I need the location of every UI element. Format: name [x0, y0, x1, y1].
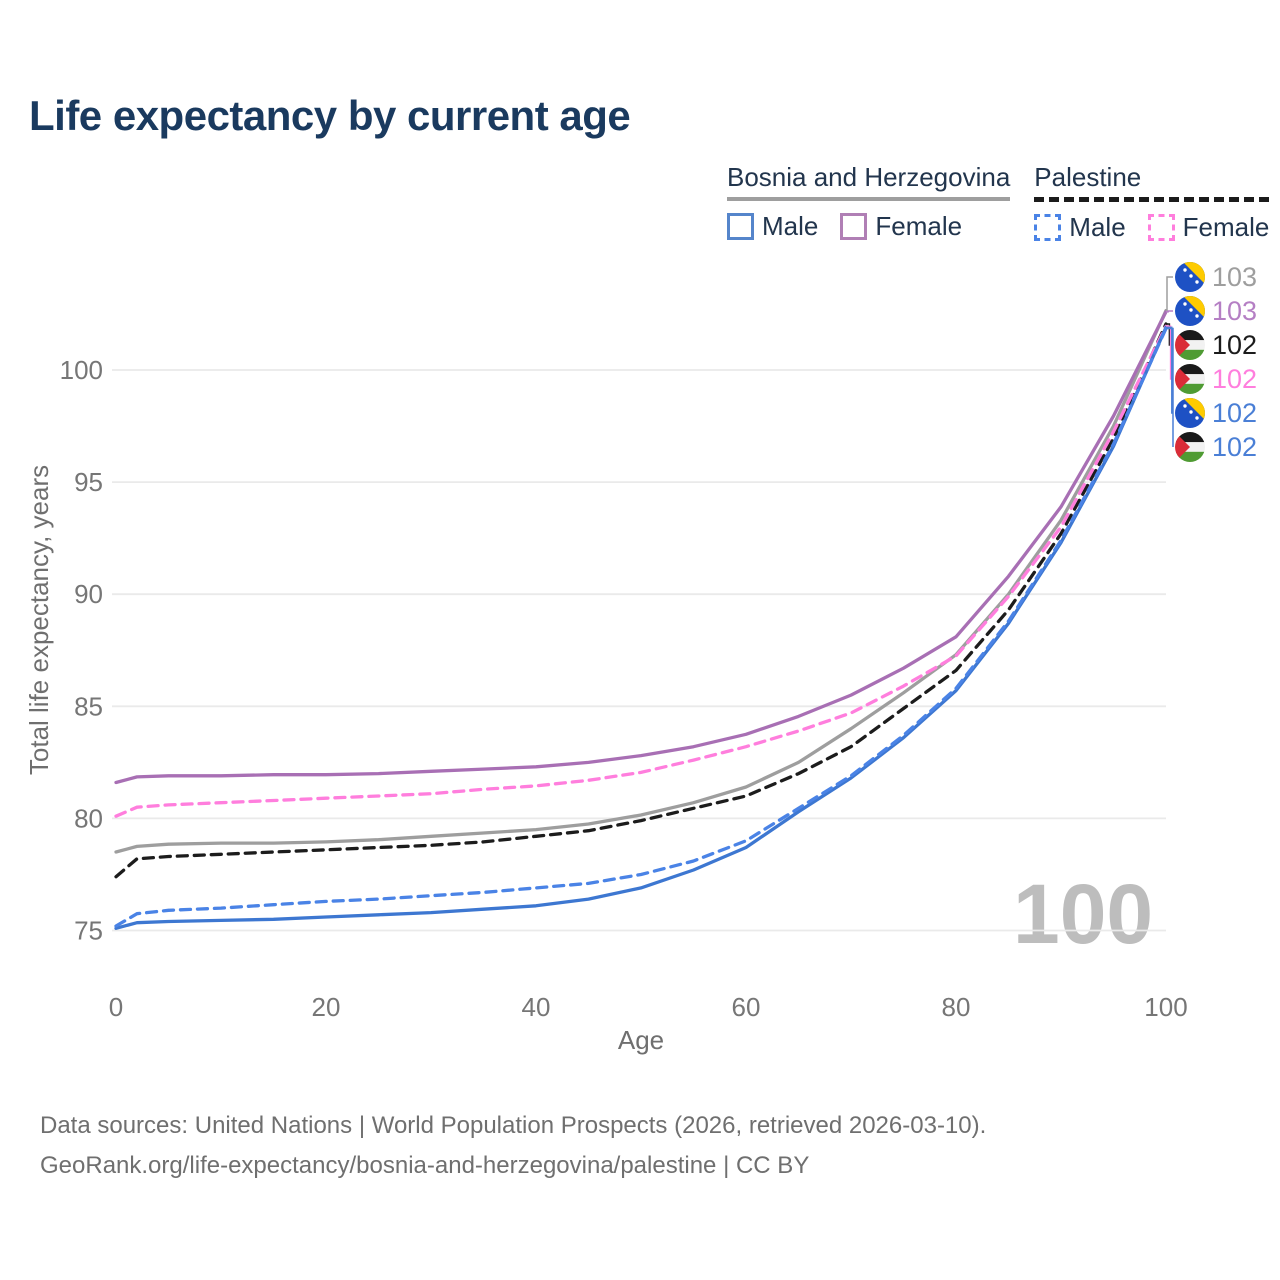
x-tick-label: 80	[942, 992, 971, 1022]
legend-item-palestine-male[interactable]: Male	[1034, 212, 1126, 243]
end-label-value: 102	[1212, 363, 1258, 394]
end-label-value: 103	[1212, 261, 1258, 292]
y-tick-label: 90	[74, 579, 103, 609]
leader-line-bih_female	[1166, 310, 1173, 313]
footer-attribution: GeoRank.org/life-expectancy/bosnia-and-h…	[40, 1152, 810, 1179]
x-tick-label: 20	[312, 992, 341, 1022]
flag-icon-bosnia	[1175, 296, 1205, 326]
end-label-row-bih_male: 102	[1175, 398, 1257, 428]
y-tick-label: 85	[74, 691, 103, 721]
end-label-value: 102	[1212, 431, 1258, 462]
legend-group-palestine: Palestine Male Female	[1034, 162, 1270, 243]
series-line-pse_female	[114, 324, 1168, 818]
legend-swatch-palestine-male	[1034, 214, 1062, 241]
footer: Data sources: United Nations | World Pop…	[40, 1106, 986, 1186]
legend-item-palestine-female[interactable]: Female	[1147, 212, 1270, 243]
series-line-bih_female	[114, 310, 1168, 785]
flag-icon-palestine	[1175, 364, 1205, 394]
flag-icon-palestine	[1175, 432, 1205, 462]
leader-line-pse_male	[1166, 327, 1174, 447]
end-label-value: 102	[1212, 329, 1258, 360]
flag-icon-bosnia	[1175, 398, 1205, 428]
y-tick-label: 80	[74, 803, 103, 833]
legend-label: Female	[875, 211, 963, 241]
end-label-row-pse_female: 102	[1175, 364, 1257, 394]
series-line-bih_male	[114, 325, 1168, 930]
legend-line-sample-solid	[727, 197, 1011, 201]
flag-icon-palestine	[1175, 330, 1205, 360]
end-label-row-bih_total: 103	[1175, 262, 1257, 292]
end-label-row-pse_male: 102	[1175, 432, 1257, 462]
legend-label: Female	[1182, 212, 1270, 242]
legend-label: Male	[1069, 212, 1126, 242]
legend-item-bosnia-male[interactable]: Male	[727, 211, 818, 242]
x-tick-label: 0	[109, 992, 123, 1022]
y-tick-label: 75	[74, 916, 103, 946]
x-tick-label: 40	[522, 992, 551, 1022]
legend-item-bosnia-female[interactable]: Female	[840, 211, 962, 242]
y-tick-label: 95	[74, 467, 103, 497]
series-line-pse_total	[114, 322, 1168, 879]
flag-icon-bosnia	[1175, 262, 1205, 292]
y-axis-title: Total life expectancy, years	[24, 465, 54, 775]
leader-line-bih_total	[1166, 276, 1173, 312]
y-tick-label: 100	[60, 355, 103, 385]
x-tick-label: 100	[1144, 992, 1187, 1022]
page-title: Life expectancy by current age	[29, 92, 631, 139]
end-label-value: 103	[1212, 295, 1258, 326]
legend-swatch-bosnia-female	[840, 213, 868, 240]
legend-line-sample-dashed	[1034, 197, 1270, 202]
series-line-pse_male	[114, 326, 1168, 928]
legend-swatch-palestine-female	[1147, 214, 1175, 241]
x-tick-label: 60	[732, 992, 761, 1022]
end-label-row-bih_female: 103	[1175, 296, 1257, 326]
end-label-value: 102	[1212, 397, 1258, 428]
end-label-row-pse_total: 102	[1175, 330, 1257, 360]
footer-data-sources: Data sources: United Nations | World Pop…	[40, 1112, 987, 1139]
legend-country-name-palestine: Palestine	[1034, 162, 1142, 192]
watermark-age-100: 100	[1013, 867, 1154, 961]
legend-swatch-bosnia-male	[727, 213, 754, 240]
x-axis-title: Age	[618, 1025, 664, 1055]
legend-label: Male	[762, 211, 819, 241]
legend-group-bosnia: Bosnia and Herzegovina Male Female	[727, 162, 1011, 243]
legend-country-name-bosnia: Bosnia and Herzegovina	[727, 162, 1011, 192]
legend: Bosnia and Herzegovina Male Female Pales…	[727, 162, 1270, 243]
